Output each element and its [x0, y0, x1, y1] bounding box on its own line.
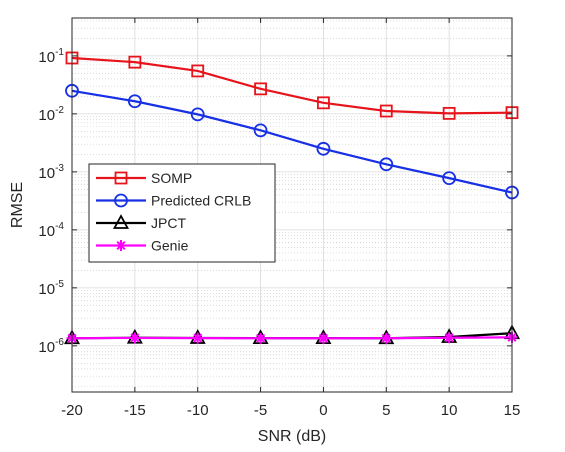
- asterisk-stroke: [193, 333, 203, 343]
- somp-point: [317, 96, 330, 110]
- x-tick-label: 0: [319, 402, 327, 419]
- series-genie: [66, 331, 518, 344]
- somp-point: [191, 64, 205, 78]
- x-axis-label: SNR (dB): [258, 428, 326, 445]
- x-tick-label: 10: [441, 402, 458, 419]
- x-tick-label: 15: [504, 402, 521, 419]
- legend-item-genie: Genie: [96, 238, 189, 254]
- legend-item-somp: SOMP: [96, 170, 192, 186]
- asterisk-stroke: [444, 333, 454, 343]
- genie-point: [129, 332, 141, 344]
- x-tick-label: -5: [254, 402, 267, 419]
- genie-point: [255, 332, 267, 344]
- x-tick-label: -10: [187, 402, 209, 419]
- legend-label: SOMP: [151, 170, 192, 186]
- predicted-crlb-point: [253, 123, 268, 138]
- asterisk-stroke: [130, 333, 140, 343]
- genie-point: [317, 332, 329, 344]
- genie-point: [380, 332, 392, 344]
- predicted-crlb-point: [379, 157, 394, 172]
- series-layer: [63, 51, 521, 345]
- predicted-crlb-line: [71, 89, 513, 194]
- somp-point: [379, 104, 393, 118]
- legend-item-predicted-crlb: Predicted CRLB: [96, 193, 251, 209]
- x-tick-label: -20: [61, 402, 83, 419]
- legend-swatch-marker: [115, 240, 127, 251]
- legend-label: Predicted CRLB: [151, 193, 251, 209]
- somp-line: [71, 56, 513, 115]
- genie-point: [443, 332, 455, 344]
- x-tick-label: 5: [382, 402, 390, 419]
- legend-swatch-marker: [112, 214, 130, 229]
- predicted-crlb-point: [316, 141, 331, 156]
- somp-point: [442, 106, 456, 120]
- somp-point: [128, 55, 142, 69]
- legend-swatch-marker: [114, 193, 128, 208]
- asterisk-stroke: [256, 333, 266, 343]
- predicted-crlb-point: [442, 171, 457, 186]
- y-axis-label: RMSE: [9, 182, 26, 228]
- asterisk-stroke: [318, 333, 328, 343]
- x-tick-label: -15: [124, 402, 146, 419]
- predicted-crlb-point: [127, 94, 142, 109]
- legend-swatch-marker: [114, 171, 128, 185]
- legend-item-jpct: JPCT: [96, 214, 186, 231]
- genie-line: [71, 336, 513, 340]
- legend-label: JPCT: [151, 215, 186, 231]
- legend: SOMP Predicted CRLB JPCT Genie: [88, 163, 276, 263]
- minor-grid: [72, 20, 512, 387]
- asterisk-stroke: [116, 240, 126, 251]
- somp-point: [254, 82, 267, 96]
- x-axis: -20 -15 -10 -5 0 5 10 15: [61, 18, 520, 419]
- predicted-crlb-point: [190, 107, 205, 122]
- plot-frame: [71, 17, 513, 393]
- asterisk-stroke: [381, 333, 391, 343]
- legend-label: Genie: [151, 238, 189, 254]
- genie-point: [192, 332, 204, 344]
